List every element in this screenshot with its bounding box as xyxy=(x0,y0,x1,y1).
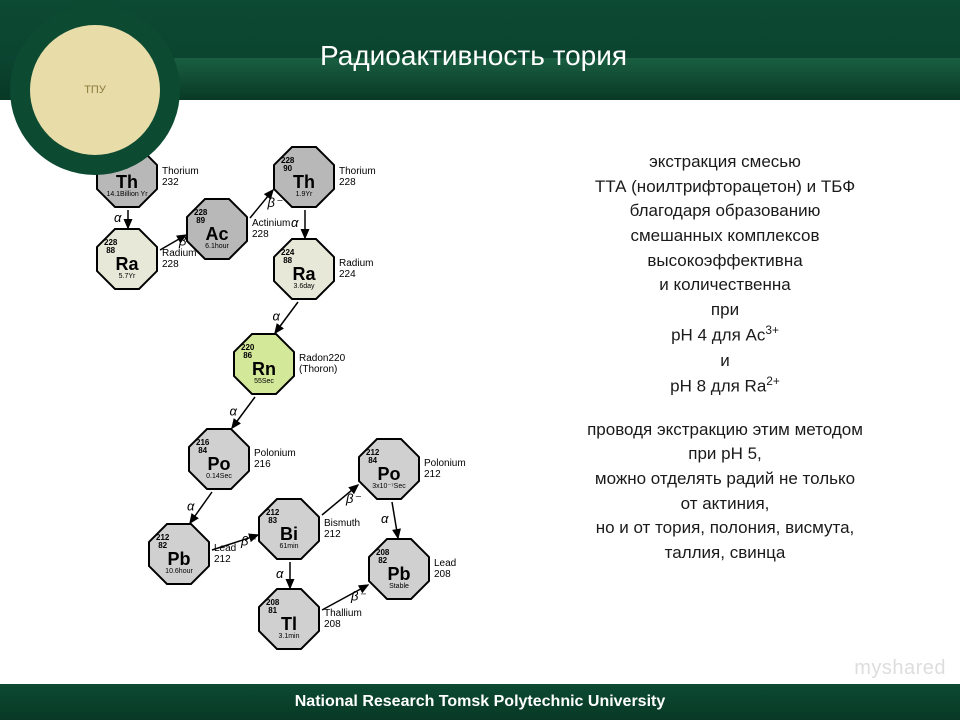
slide-title: Радиоактивность тория xyxy=(320,40,627,72)
text-line: рН 4 для Ас xyxy=(671,326,765,345)
svg-text:α: α xyxy=(114,210,122,225)
nuclide-Bi212-label: Bismuth212 xyxy=(324,518,360,540)
nuclide-Pb208-body: 20882PbStable xyxy=(370,540,428,598)
nuclide-Th228-body: 22890Th1.9Yr xyxy=(275,148,333,206)
text-line: проводя экстракцию этим методом xyxy=(587,420,863,439)
svg-text:α: α xyxy=(291,215,299,230)
nuclide-Po216-label: Polonium216 xyxy=(254,448,296,470)
text-line: и количественна xyxy=(659,275,790,294)
nuclide-Pb212-label: Lead212 xyxy=(214,543,236,565)
text-line: при рН 5, xyxy=(688,444,762,463)
nuclide-Ra224-body: 22488Ra3.6day xyxy=(275,240,333,298)
nuclide-Th228-label: Thorium228 xyxy=(339,166,376,188)
svg-text:α: α xyxy=(276,566,284,581)
svg-text:β⁻: β⁻ xyxy=(350,589,366,604)
text-line: таллия, свинца xyxy=(665,543,786,562)
nuclide-Pb208-label: Lead208 xyxy=(434,558,456,580)
nuclide-Po212-label: Polonium212 xyxy=(424,458,466,480)
svg-text:α: α xyxy=(187,499,195,514)
nuclide-Tl208-label: Thallium208 xyxy=(324,608,362,630)
svg-text:α: α xyxy=(273,309,281,324)
text-line: можно отделять радий не только xyxy=(595,469,855,488)
superscript: 3+ xyxy=(765,323,779,337)
svg-text:β⁻: β⁻ xyxy=(240,534,256,549)
nuclide-Pb212-body: 21282Pb10.6hour xyxy=(150,525,208,583)
nuclide-Tl208-body: 20881Tl3.1min xyxy=(260,590,318,648)
text-line: при xyxy=(711,300,739,319)
slide-footer: National Research Tomsk Polytechnic Univ… xyxy=(0,684,960,720)
superscript: 2+ xyxy=(766,374,780,388)
nuclide-Ra224-label: Radium224 xyxy=(339,258,373,280)
nuclide-Rn220-label: Radon220(Thoron) xyxy=(299,353,345,375)
nuclide-Bi212-body: 21283Bi61min xyxy=(260,500,318,558)
paragraph-2: проводя экстракцию этим методом при рН 5… xyxy=(520,418,930,566)
text-line: от актиния, xyxy=(681,494,770,513)
text-line: ТТА (ноилтрифторацетон) и ТБФ xyxy=(595,177,855,196)
text-line: рН 8 для Ra xyxy=(670,377,766,396)
text-line: смешанных комплексов xyxy=(630,226,819,245)
decay-chain-diagram: αβ⁻β⁻ααααβ⁻β⁻ααβ⁻ 23290Th14.1Billion YrT… xyxy=(60,140,500,660)
text-line: высокоэффективна xyxy=(647,251,802,270)
text-line: и xyxy=(720,351,730,370)
logo-text: ТПУ xyxy=(30,25,160,155)
svg-text:α: α xyxy=(381,511,389,526)
nuclide-Ac228-label: Actinium228 xyxy=(252,218,290,240)
university-logo: ТПУ xyxy=(10,5,180,175)
footer-text: National Research Tomsk Polytechnic Univ… xyxy=(295,693,666,711)
paragraph-1: экстракция смесью ТТА (ноилтрифторацетон… xyxy=(520,150,930,400)
text-line: но и от тория, полония, висмута, xyxy=(596,518,855,537)
text-line: экстракция смесью xyxy=(649,152,801,171)
svg-text:β⁻: β⁻ xyxy=(267,195,283,210)
svg-text:β⁻: β⁻ xyxy=(345,491,361,506)
nuclide-Ra228-label: Radium228 xyxy=(162,248,196,270)
nuclide-Po216-body: 21684Po0.14Sec xyxy=(190,430,248,488)
svg-text:α: α xyxy=(230,404,238,419)
slide-content: αβ⁻β⁻ααααβ⁻β⁻ααβ⁻ 23290Th14.1Billion YrT… xyxy=(0,100,960,660)
text-line: благодаря образованию xyxy=(630,201,821,220)
description-text: экстракция смесью ТТА (ноилтрифторацетон… xyxy=(520,140,930,660)
slide-header: ТПУ Радиоактивность тория xyxy=(0,0,960,100)
nuclide-Po212-body: 21284Po3x10⁻⁷Sec xyxy=(360,440,418,498)
nuclide-Rn220-body: 22086Rn55Sec xyxy=(235,335,293,393)
watermark: myshared xyxy=(854,657,946,680)
